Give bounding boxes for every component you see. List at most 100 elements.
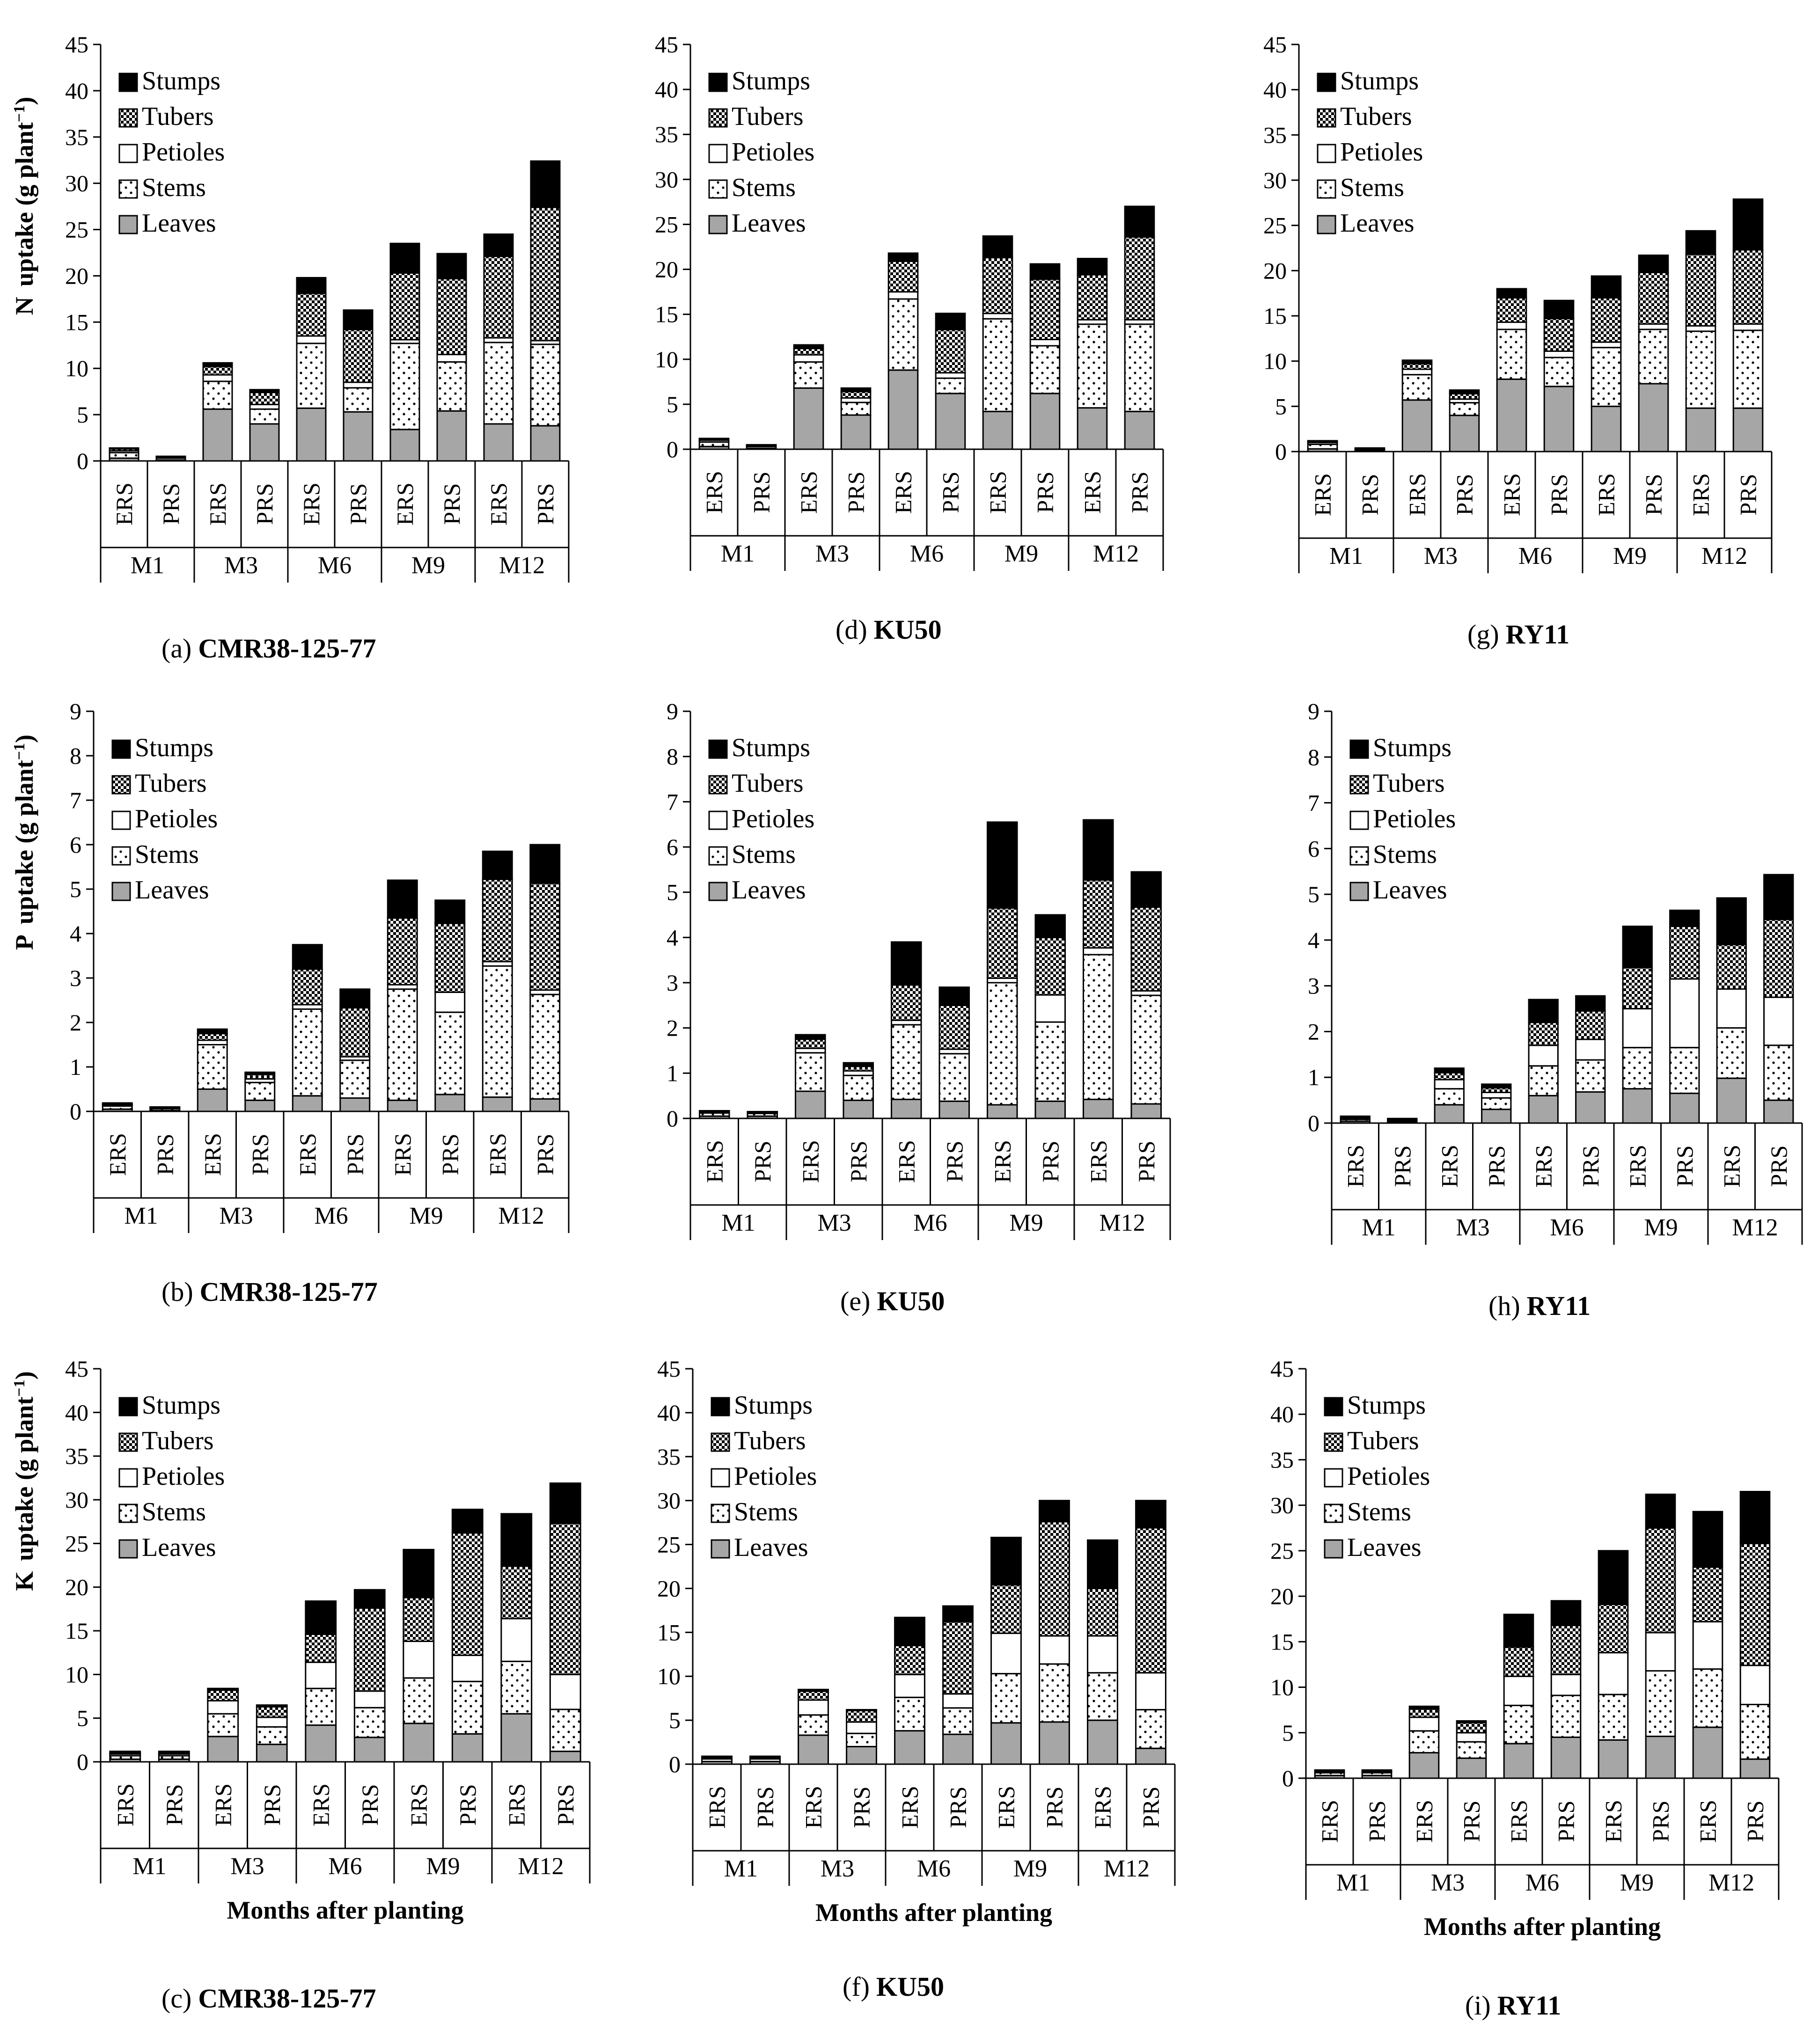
group-label: M9 (411, 552, 445, 579)
legend-label-leaves: Leaves (732, 209, 806, 238)
bar-segment-stems (305, 1687, 337, 1726)
bar-segment-leaves (1082, 1098, 1114, 1119)
legend-label-stumps: Stumps (1347, 1391, 1426, 1420)
y-tick-label: 35 (657, 1444, 681, 1470)
x-group-labels: M1 M3 M6 M9 M12 (724, 1855, 1150, 1882)
bar-label: PRS (752, 1787, 778, 1828)
y-tick-label: 9 (1308, 698, 1320, 724)
x-group-labels: M1 M3 M6 M9 M12 (124, 1203, 544, 1229)
bar-segment-tubers (1434, 1072, 1465, 1080)
y-tick-label: 0 (77, 1749, 88, 1775)
bar-segment-stumps (798, 1688, 829, 1692)
group-label: M3 (219, 1203, 253, 1229)
bar-segment-petioles (403, 1640, 435, 1679)
bar-segment-stumps (990, 1537, 1022, 1586)
y-tick-label: 4 (667, 924, 678, 950)
bar-segment-stumps (698, 438, 730, 440)
bar-segment-tubers (1622, 967, 1653, 1010)
y-tick-label: 15 (657, 1619, 681, 1645)
legend: Stumps Tubers Petioles Stems Leaves (1349, 733, 1456, 905)
y-tick-label: 5 (669, 1707, 681, 1733)
x-axis-title: Months after planting (227, 1896, 463, 1924)
bar-segment-petioles (500, 1618, 533, 1662)
bar-segment-tubers (890, 984, 922, 1021)
bar-segment-stems (434, 1011, 466, 1095)
group-label: M12 (499, 552, 545, 579)
bar-label: PRS (1577, 1146, 1604, 1187)
bar-segment-stems (1669, 1047, 1700, 1094)
bar-segment-stumps (389, 242, 420, 274)
group-label: M6 (1525, 1869, 1559, 1896)
bar-label: ERS (890, 471, 916, 514)
bar-segment-stems (982, 318, 1013, 412)
bar-label: PRS (552, 1784, 579, 1826)
bar-segment-leaves (529, 1098, 561, 1112)
y-tick-label: 35 (65, 124, 88, 150)
y-tick-label: 9 (667, 698, 678, 724)
legend-swatch-stems (708, 179, 728, 199)
bar-segment-leaves (244, 1099, 276, 1112)
bar-label: ERS (1404, 473, 1430, 516)
bar-segment-tubers (389, 272, 420, 341)
group-label: M12 (1732, 1214, 1778, 1241)
legend-label-stumps: Stumps (142, 66, 220, 95)
bar-segment-tubers (207, 1689, 239, 1701)
panel-h: 0 1 2 3 4 5 6 7 8 9 Stumps Tubers Petioles Stems … (1308, 698, 1803, 1321)
legend-label-tubers: Tubers (142, 102, 214, 131)
legend-swatch-leaves (708, 215, 728, 234)
bar-segment-leaves (1481, 1109, 1512, 1124)
bar-segment-stumps (701, 1755, 733, 1758)
legend-swatch-leaves (118, 215, 138, 234)
bar-segment-stems (794, 1052, 826, 1092)
bar-segment-stems (1503, 1704, 1534, 1745)
bar-segment-stumps (149, 1106, 181, 1108)
legend-swatch-leaves (711, 1539, 730, 1559)
bar-segment-petioles (1434, 1079, 1465, 1090)
bar-segment-stumps (436, 253, 467, 279)
panel-f: 0 5 10 15 20 25 30 35 40 45 Stumps Tubers Petiole… (657, 1356, 1176, 2002)
bar-segment-petioles (1481, 1091, 1512, 1099)
bar-segment-stems (482, 965, 513, 1098)
bar-segment-stumps (1401, 359, 1433, 365)
bar-segment-tubers (500, 1565, 533, 1620)
group-label: M12 (1093, 540, 1139, 567)
bar-segment-stems (343, 387, 374, 413)
bar-label: PRS (1742, 1801, 1768, 1842)
group-label: M3 (817, 1210, 851, 1236)
caption-prefix: (h) (1488, 1291, 1520, 1321)
bar-segment-stumps (1739, 1491, 1771, 1544)
bar-segment-leaves (387, 1099, 418, 1112)
bar-segment-stumps (1716, 897, 1747, 946)
bar-segment-leaves (1550, 1737, 1582, 1779)
y-tick-label: 25 (65, 1530, 88, 1556)
bar-segment-stems (793, 361, 824, 389)
caption-name: RY11 (1506, 619, 1570, 650)
legend-label-stumps: Stumps (732, 66, 810, 95)
bar-segment-stumps (1124, 205, 1155, 238)
bar-label: PRS (439, 483, 465, 525)
bar-segment-stems (549, 1708, 581, 1752)
legend-label-petioles: Petioles (1373, 804, 1456, 833)
bar-segment-petioles (1622, 1008, 1653, 1049)
bar-segment-stumps (794, 1034, 826, 1040)
bar-segment-leaves (339, 1097, 371, 1112)
panel-caption: (d) KU50 (836, 614, 942, 645)
bar-label: ERS (298, 482, 324, 526)
bars (698, 819, 1162, 1119)
legend-swatch-stems (711, 1504, 730, 1523)
bar-segment-stumps (296, 277, 327, 294)
y-tick-label: 1 (667, 1060, 678, 1086)
y-tick-label: 8 (1308, 744, 1320, 770)
bar-segment-petioles (207, 1700, 239, 1715)
bar-segment-tubers (1732, 249, 1764, 325)
bar-segment-stems (843, 1074, 874, 1101)
y-tick-label: 40 (1263, 77, 1287, 103)
bar-segment-petioles (1716, 988, 1747, 1029)
bar-segment-leaves (1732, 407, 1764, 453)
y-tick-label: 6 (1308, 835, 1320, 861)
bar-segment-stumps (500, 1513, 533, 1567)
bar-segment-stems (1575, 1059, 1606, 1093)
bar-segment-stems (436, 361, 467, 412)
legend-swatch-petioles (111, 810, 131, 830)
bar-segment-stems (986, 982, 1018, 1106)
